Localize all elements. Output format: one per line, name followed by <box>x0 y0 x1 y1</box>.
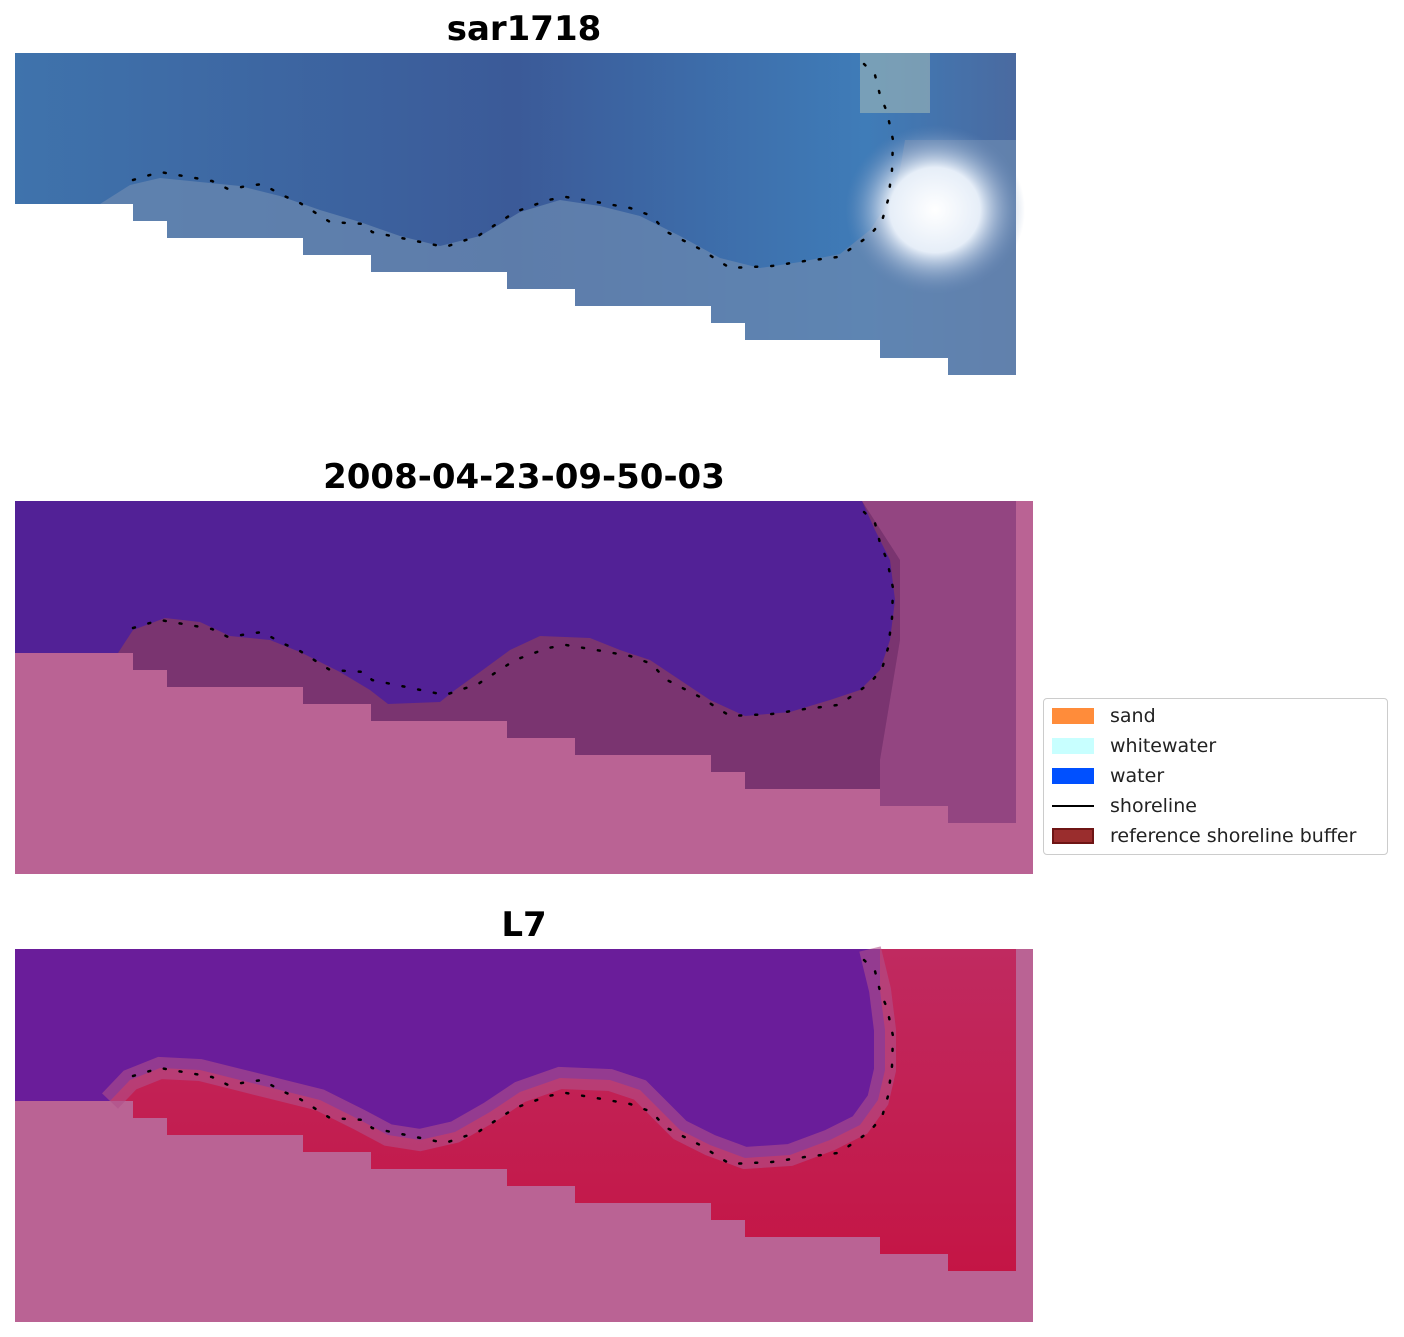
reference-buffer-swatch <box>1052 828 1094 844</box>
sand-swatch <box>1052 708 1094 724</box>
rgb-cloud-patch <box>860 53 930 113</box>
legend-item-whitewater: whitewater <box>1052 735 1217 757</box>
shoreline-overlays <box>131 58 895 1166</box>
rgb-sun-glare <box>845 125 1025 295</box>
legend-label: shoreline <box>1110 795 1197 817</box>
legend-item-shoreline: shoreline <box>1052 795 1197 817</box>
classified-water <box>15 501 895 716</box>
panel-title-classified: 2008-04-23-09-50-03 <box>323 457 725 497</box>
legend-label: reference shoreline buffer <box>1110 825 1357 847</box>
shoreline-line-swatch <box>1052 805 1094 807</box>
ndwi-transition <box>102 946 896 1170</box>
panel-title-rgb: sar1718 <box>446 9 602 49</box>
legend-label: water <box>1110 765 1165 787</box>
shoreline-dotted-ndwi <box>131 954 895 1166</box>
water-swatch <box>1052 768 1094 784</box>
panel-title-ndwi: L7 <box>501 905 547 945</box>
legend: sand whitewater water shoreline referenc… <box>1043 698 1388 855</box>
legend-item-sand: sand <box>1052 705 1156 727</box>
legend-label: sand <box>1110 705 1156 727</box>
classified-buffer-light <box>862 501 1016 823</box>
legend-label: whitewater <box>1110 735 1217 757</box>
rgb-image <box>15 53 1025 375</box>
ndwi-image <box>15 946 1033 1322</box>
legend-item-reference-buffer: reference shoreline buffer <box>1052 825 1357 847</box>
legend-item-water: water <box>1052 765 1165 787</box>
shoreline-dotted-classified <box>131 506 895 718</box>
classified-image <box>15 501 1033 874</box>
shoreline-dotted-rgb <box>131 58 895 270</box>
rgb-shallow-band <box>100 140 1016 375</box>
whitewater-swatch <box>1052 738 1094 754</box>
